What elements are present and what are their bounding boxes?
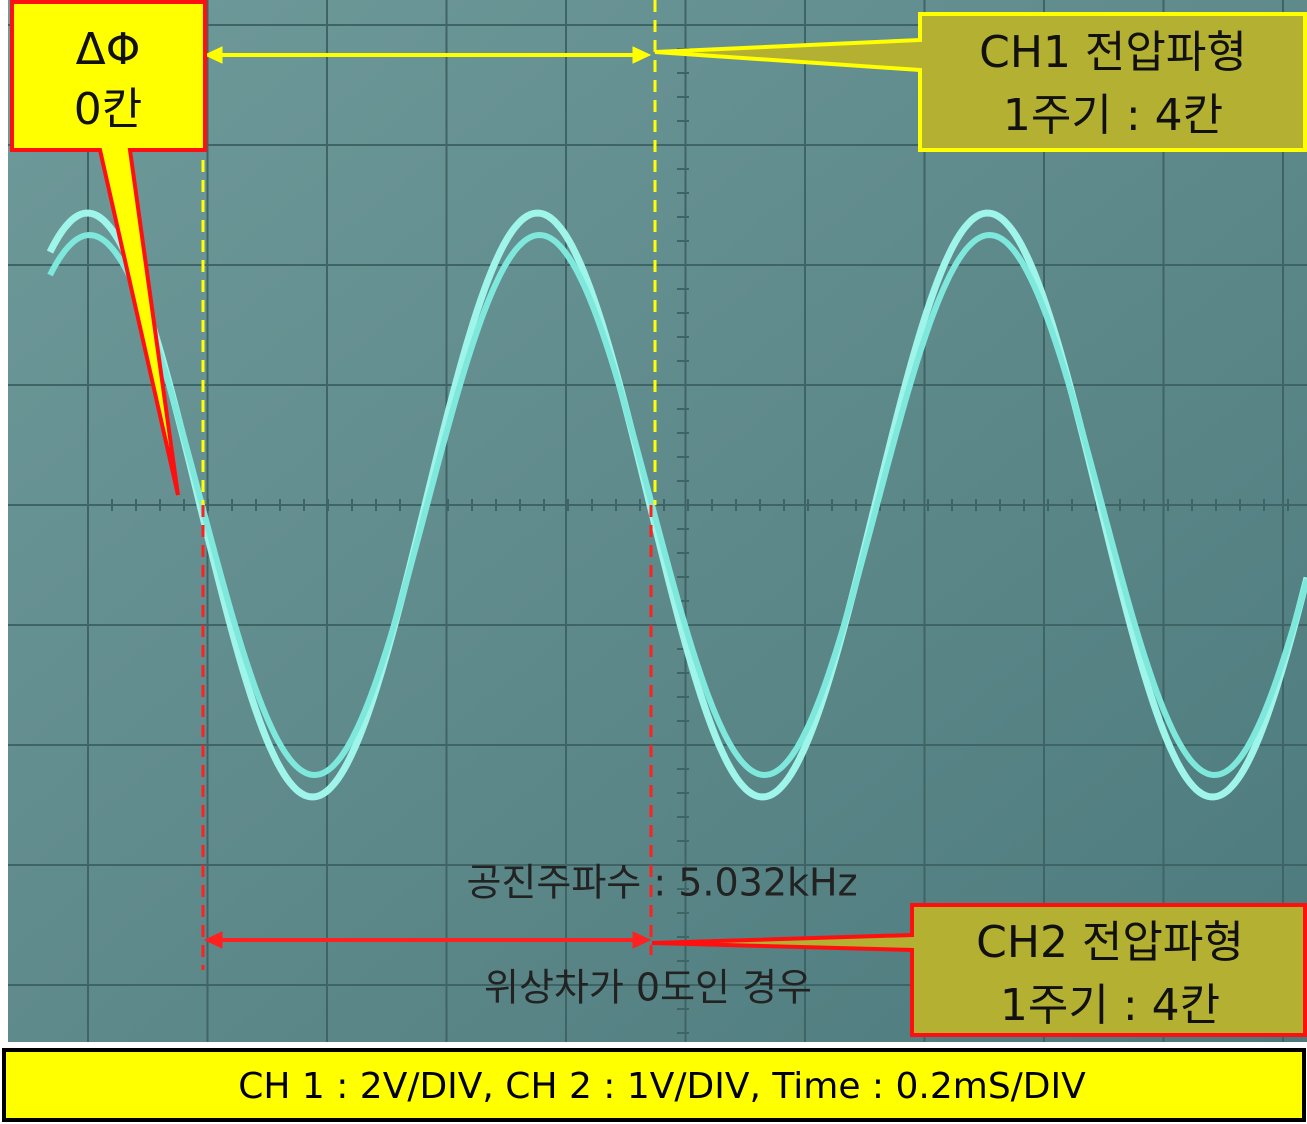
callout-text: CH2 전압파형 — [976, 917, 1244, 968]
callout-text: 1주기 : 4칸 — [1000, 980, 1220, 1031]
callout-text: ΔΦ — [76, 24, 141, 75]
ch2-period-arrow — [203, 931, 652, 949]
callout-text: CH1 전압파형 — [979, 27, 1247, 78]
settings-text: CH 1 : 2V/DIV, CH 2 : 1V/DIV, Time : 0.2… — [238, 1066, 1086, 1107]
phase-note: 위상차가 0도인 경우 — [484, 966, 812, 1010]
ch1-callout — [654, 12, 1307, 152]
ch2-callout — [651, 903, 1307, 1037]
phase-callout — [10, 0, 207, 496]
resonance-note: 공진주파수 : 5.032kHz — [466, 861, 857, 905]
ch2-trace — [47, 231, 1307, 779]
callout-text: 0칸 — [74, 84, 142, 135]
callout-text: 1주기 : 4칸 — [1003, 90, 1223, 141]
settings-bar — [2, 1048, 1306, 1122]
ch1-period-arrow — [203, 46, 652, 64]
waveforms — [46, 209, 1307, 801]
